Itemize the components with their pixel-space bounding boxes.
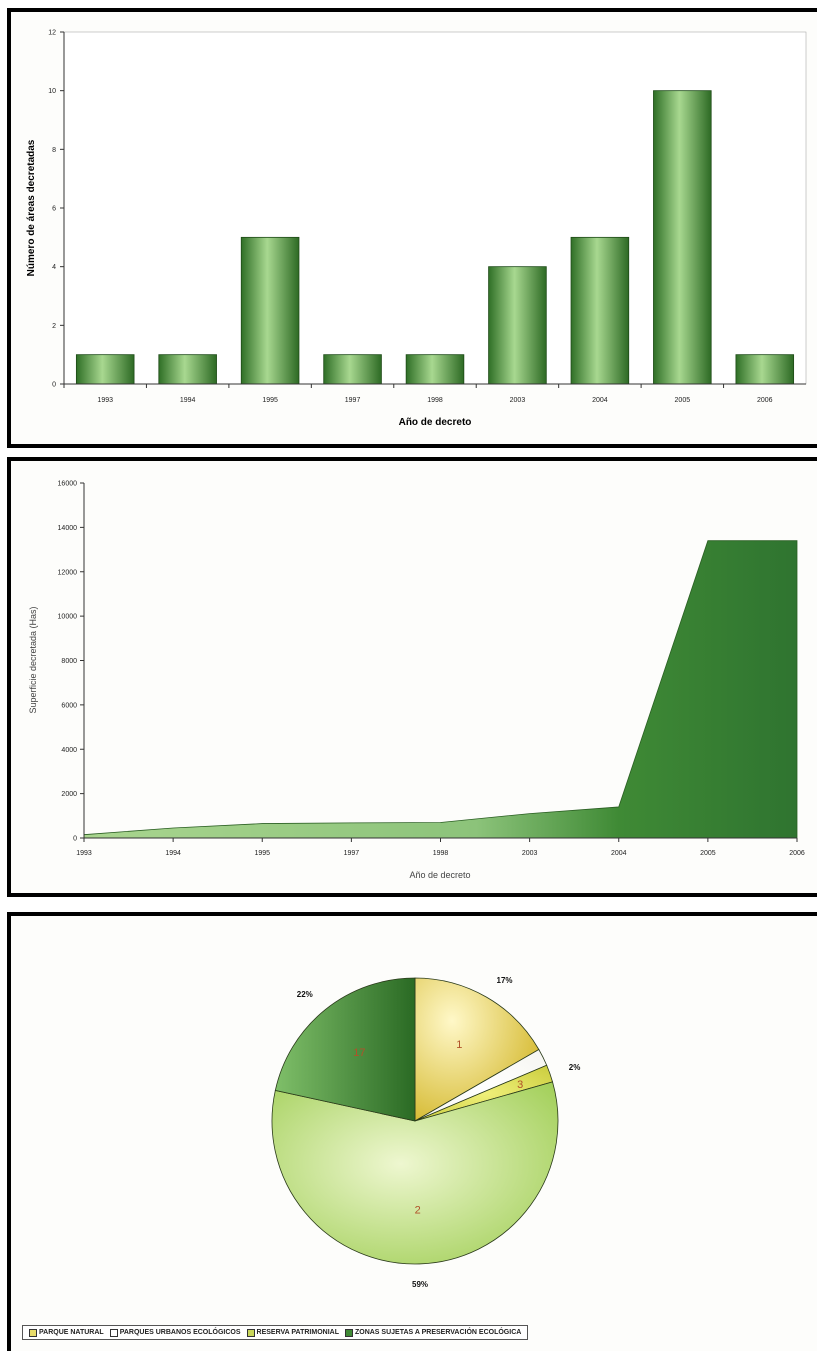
bar-x-tick-label: 2004 — [592, 397, 608, 404]
legend-swatch — [109, 1328, 118, 1337]
bar-x-tick-label: 2003 — [510, 397, 526, 404]
bar-y-tick-label: 4 — [52, 264, 56, 271]
area-series — [83, 540, 798, 839]
legend-swatch — [344, 1328, 353, 1337]
bar-x-tick-label: 1997 — [345, 397, 361, 404]
legend-label: ZONAS SUJETAS A PRESERVACIÓN ECOLÓGICA — [354, 1329, 522, 1336]
area-x-tick-label: 1998 — [433, 850, 449, 857]
area-x-tick-label: 1997 — [344, 850, 360, 857]
bar-x-tick-label: 1993 — [97, 397, 113, 404]
area-y-tick-label: 10000 — [58, 614, 78, 621]
legend-item: PARQUES URBANOS ECOLÓGICOS — [109, 1328, 241, 1337]
legend-label: PARQUES URBANOS ECOLÓGICOS — [119, 1329, 241, 1336]
bar-x-tick-label: 1994 — [180, 397, 196, 404]
area-y-tick-label: 8000 — [61, 658, 77, 665]
bar-x-tick-label: 2006 — [757, 397, 773, 404]
area-x-tick-label: 1993 — [76, 850, 92, 857]
legend-item: ZONAS SUJETAS A PRESERVACIÓN ECOLÓGICA — [344, 1328, 522, 1337]
pie-slice-label: 1 — [456, 1039, 462, 1051]
area-y-axis-label: Superficie decretada (Has) — [28, 606, 38, 713]
pie-slice-4 — [274, 977, 416, 1122]
bar-x-tick-label: 2005 — [675, 397, 691, 404]
bar-y-tick-label: 2 — [52, 323, 56, 330]
area-y-tick-label: 2000 — [61, 791, 77, 798]
legend-item: PARQUE NATURAL — [29, 1328, 104, 1337]
bar-x-tick-label: 1998 — [427, 397, 443, 404]
bar-1997 — [323, 354, 382, 385]
legend-swatch — [29, 1328, 37, 1337]
pie-slice-label: 3 — [517, 1079, 523, 1091]
pie-slice-3 — [271, 1081, 559, 1265]
area-x-tick-label: 2005 — [700, 850, 716, 857]
area-y-tick-label: 0 — [73, 836, 77, 843]
area-x-tick-label: 1994 — [165, 850, 181, 857]
area-x-tick-label: 2006 — [789, 850, 805, 857]
area-x-tick-label: 2003 — [522, 850, 538, 857]
area-x-tick-label: 1995 — [254, 850, 270, 857]
pie-slice-label: 17 — [353, 1047, 365, 1059]
bar-2004 — [570, 236, 630, 385]
pie-percent-label: 2% — [569, 1063, 581, 1072]
area-y-tick-label: 12000 — [58, 569, 78, 576]
legend-label: PARQUE NATURAL — [39, 1329, 104, 1336]
area-y-tick-label: 4000 — [61, 747, 77, 754]
bar-x-axis-label: Año de decreto — [399, 417, 472, 428]
bar-chart: 0 2 4 6 8 10 12 1993 1994 1995 1997 1998 2003 2004 200… — [26, 30, 807, 428]
pie-percent-label: 59% — [412, 1280, 428, 1289]
legend-item: RESERVA PATRIMONIAL — [246, 1328, 339, 1337]
bar-y-tick-label: 8 — [52, 147, 56, 154]
bar-y-tick-label: 10 — [48, 88, 56, 95]
bar-y-tick-label: 6 — [52, 206, 56, 213]
bar-y-tick-label: 12 — [48, 30, 56, 37]
bar-2003 — [488, 266, 547, 385]
bar-y-axis-label: Número de áreas decretadas — [26, 139, 37, 276]
area-y-tick-label: 16000 — [58, 481, 78, 488]
area-chart: 0 2000 4000 6000 8000 10000 12000 14000 16000 199… — [28, 481, 805, 881]
bar-1998 — [405, 354, 465, 385]
pie-percent-label: 17% — [497, 976, 513, 985]
bar-x-tick-label: 1995 — [262, 397, 278, 404]
pie-slice-label: 2 — [415, 1205, 421, 1217]
area-y-tick-label: 6000 — [61, 702, 77, 709]
pie-slice-0 — [414, 977, 540, 1122]
area-y-tick-label: 14000 — [58, 525, 78, 532]
area-x-tick-label: 2004 — [611, 850, 627, 857]
pie-percent-label: 22% — [297, 990, 313, 999]
legend-swatch — [246, 1328, 255, 1337]
bar-2006 — [735, 354, 795, 385]
legend-label: RESERVA PATRIMONIAL — [256, 1329, 339, 1336]
area-x-axis-label: Año de decreto — [409, 870, 470, 880]
bar-y-tick-label: 0 — [52, 382, 56, 389]
pie-legend: PARQUE NATURAL PARQUES URBANOS ECOLÓGICOS… — [22, 1325, 529, 1340]
